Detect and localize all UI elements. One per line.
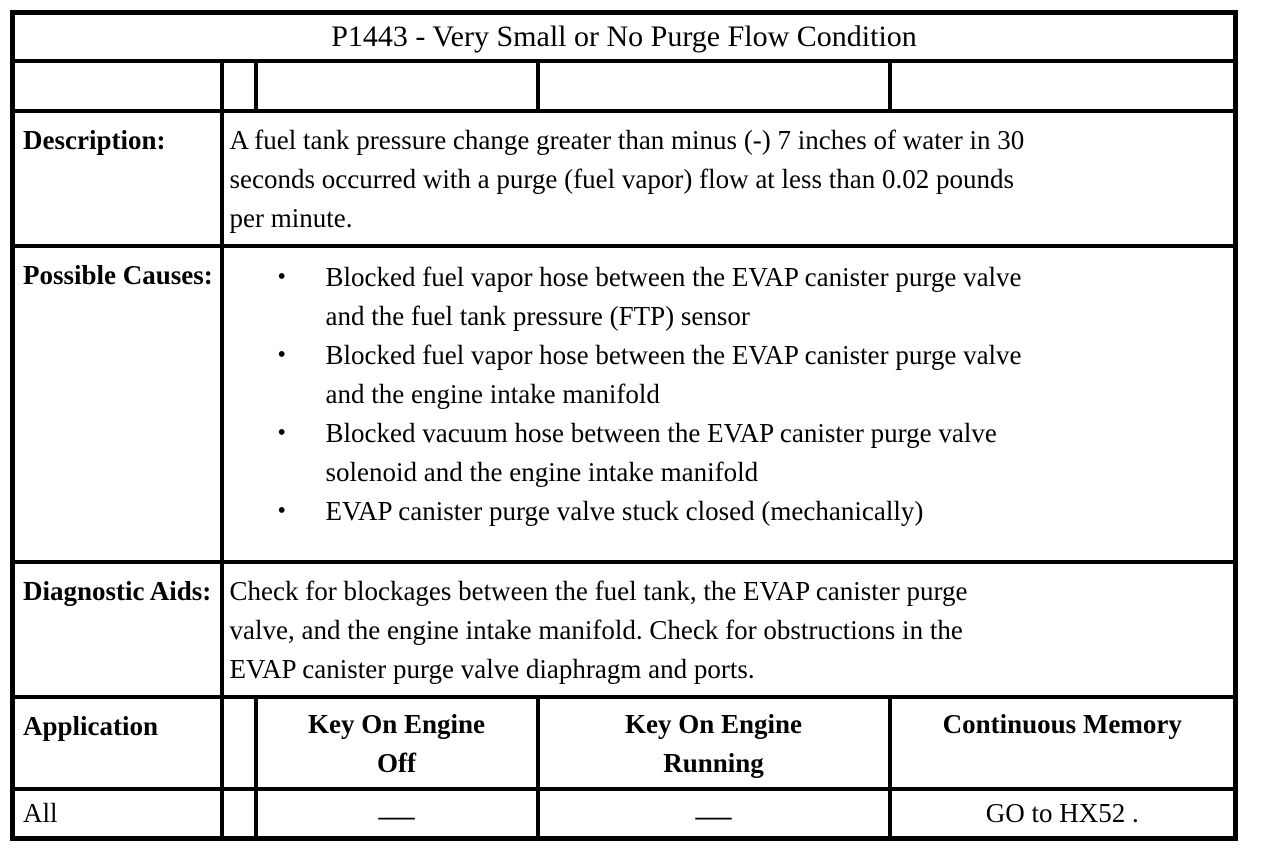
bullet-icon: • (277, 341, 286, 368)
title-row: P1443 - Very Small or No Purge Flow Cond… (10, 10, 1238, 63)
spacer-cell (535, 58, 892, 113)
cause-text: Blocked fuel vapor hose between the EVAP… (325, 339, 1022, 409)
description-row: Description: A fuel tank pressure change… (10, 108, 1238, 248)
list-item: • Blocked fuel vapor hose between the EV… (226, 336, 1228, 414)
column-header-continuous-memory: Continuous Memory (887, 694, 1238, 791)
spacer-cell (253, 58, 540, 113)
key-on-engine-running-value: — (535, 786, 892, 841)
em-dash: — (695, 795, 732, 836)
diagnostic-aids-label: Diagnostic Aids: (10, 559, 224, 699)
list-item: • EVAP canister purge valve stuck closed… (226, 492, 1228, 531)
spacer-row (10, 58, 1238, 113)
spacer-cell (219, 58, 258, 113)
page-title: P1443 - Very Small or No Purge Flow Cond… (10, 10, 1238, 63)
spacer-cell (10, 58, 224, 113)
go-to-hx52-link[interactable]: GO to HX52 . (985, 797, 1139, 828)
cause-text: EVAP canister purge valve stuck closed (… (325, 495, 924, 526)
dtc-table: P1443 - Very Small or No Purge Flow Cond… (10, 10, 1239, 841)
bullet-icon: • (277, 497, 286, 524)
bullet-icon: • (277, 263, 286, 290)
column-header-key-on-engine-off: Key On Engine Off (253, 694, 540, 791)
application-header-row: Application Key On Engine Off Key On Eng… (10, 694, 1238, 791)
spacer-cell (219, 694, 258, 791)
cause-text: Blocked vacuum hose between the EVAP can… (325, 417, 997, 487)
possible-causes-label: Possible Causes: (10, 243, 224, 564)
diagnostic-aids-row: Diagnostic Aids: Check for blockages bet… (10, 559, 1238, 699)
diagnostic-aids-text: Check for blockages between the fuel tan… (219, 559, 1238, 699)
spacer-cell (219, 786, 258, 841)
description-text: A fuel tank pressure change greater than… (219, 108, 1238, 248)
possible-causes-list: • Blocked fuel vapor hose between the EV… (226, 250, 1232, 537)
table-row: All — — GO to HX52 . (10, 786, 1238, 841)
spacer-cell (887, 58, 1238, 113)
key-on-engine-off-value: — (253, 786, 540, 841)
cause-text: Blocked fuel vapor hose between the EVAP… (325, 261, 1022, 331)
possible-causes-row: Possible Causes: • Blocked fuel vapor ho… (10, 243, 1238, 564)
continuous-memory-value: GO to HX52 . (887, 786, 1238, 841)
list-item: • Blocked vacuum hose between the EVAP c… (226, 414, 1228, 492)
column-header-key-on-engine-running: Key On Engine Running (535, 694, 892, 791)
list-item: • Blocked fuel vapor hose between the EV… (226, 258, 1228, 336)
description-label: Description: (10, 108, 224, 248)
em-dash: — (378, 795, 415, 836)
application-label: Application (10, 694, 224, 791)
application-value: All (10, 786, 224, 841)
bullet-icon: • (277, 419, 286, 446)
